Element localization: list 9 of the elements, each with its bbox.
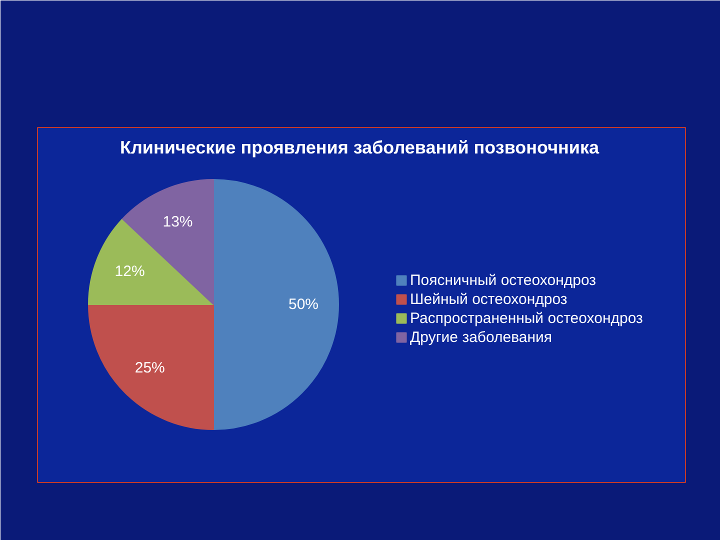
- legend-label: Поясничный остеохондроз: [410, 271, 596, 289]
- legend-label: Другие заболевания: [410, 328, 552, 346]
- data-label: 12%: [114, 262, 145, 280]
- data-label: 13%: [162, 213, 193, 230]
- legend-label: Шейный остеохондроз: [410, 290, 568, 308]
- data-label: 25%: [134, 360, 165, 377]
- chart-title: Клинические проявления заболеваний позвоночника: [120, 138, 600, 158]
- data-label: 50%: [288, 296, 319, 313]
- legend-label: Распространенный остеохондроз: [410, 309, 643, 327]
